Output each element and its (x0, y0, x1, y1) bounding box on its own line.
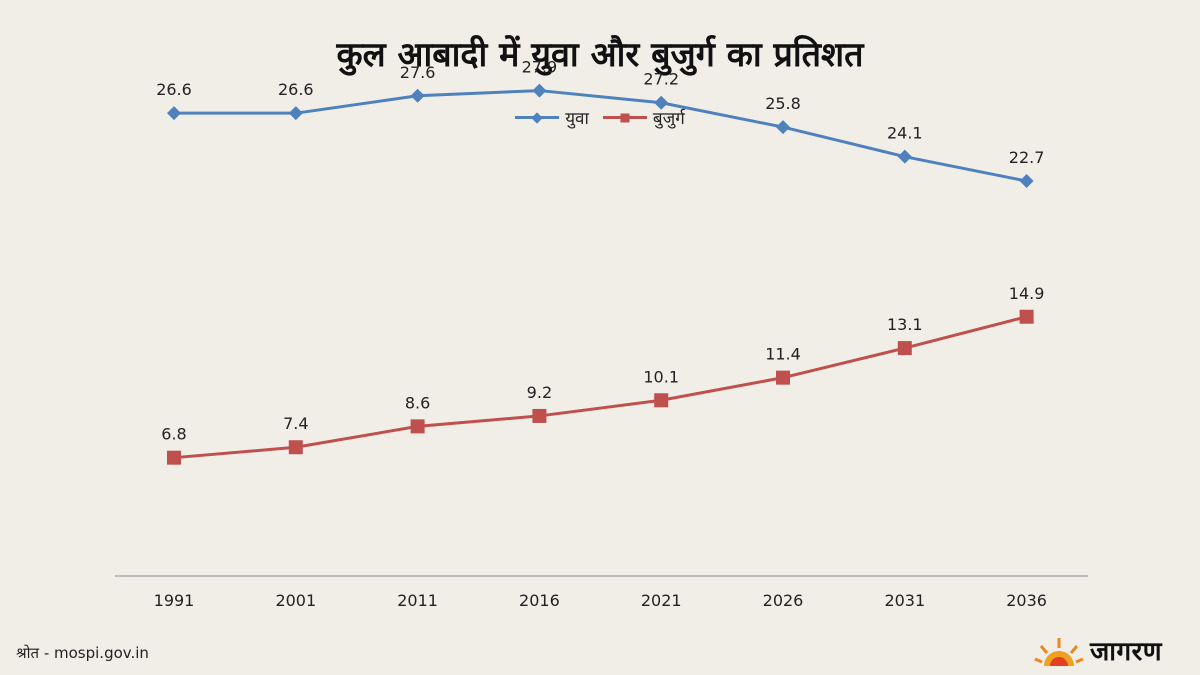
data-label: 26.6 (156, 80, 192, 99)
data-label: 11.4 (765, 345, 801, 364)
data-label: 14.9 (1009, 284, 1045, 303)
data-point-elderly (776, 370, 790, 385)
data-point-elderly (410, 419, 425, 434)
data-point-youth (897, 149, 912, 164)
data-label: 7.4 (283, 414, 308, 433)
data-label: 24.1 (887, 124, 923, 143)
data-label: 8.6 (405, 393, 430, 412)
data-point-elderly (654, 393, 669, 408)
data-point-elderly (1019, 309, 1034, 324)
data-label: 25.8 (765, 94, 801, 113)
data-label: 27.6 (400, 63, 436, 82)
data-point-elderly (167, 450, 181, 465)
sun-logo-icon (1034, 638, 1084, 666)
data-point-youth (410, 88, 425, 103)
legend-youth-label: युवा (565, 109, 589, 129)
series-line-elderly (173, 315, 1027, 460)
x-tick-label: 1991 (154, 591, 195, 610)
data-point-youth (776, 120, 790, 135)
data-label: 13.1 (887, 315, 923, 334)
data-point-youth (1019, 174, 1034, 189)
data-point-youth (288, 106, 303, 121)
x-tick-label: 2011 (397, 591, 438, 610)
data-label: 10.1 (643, 367, 679, 386)
data-label: 9.2 (527, 383, 552, 402)
x-tick-label: 2031 (884, 591, 925, 610)
legend-elderly-swatch (602, 113, 647, 122)
legend-youth-swatch (515, 111, 560, 124)
brand-logo: जागरण (1034, 632, 1162, 668)
legend-elderly-label: बुजुर्ग (652, 109, 685, 129)
data-label: 26.6 (278, 80, 314, 99)
data-point-youth (654, 95, 669, 110)
data-point-youth (167, 106, 181, 121)
x-tick-label: 2016 (519, 591, 560, 610)
data-label: 27.2 (643, 70, 679, 89)
data-point-elderly (288, 440, 303, 455)
x-tick-label: 2036 (1006, 591, 1047, 610)
source-note: श्रोत - mospi.gov.in (16, 644, 149, 662)
series-line-youth (174, 89, 1027, 183)
brand-name: जागरण (1090, 637, 1163, 667)
legend: युवा बुजुर्ग (0, 106, 1200, 129)
data-point-youth (532, 83, 547, 98)
chart-title: कुल आबादी में युवा और बुजुर्ग का प्रतिशत (336, 35, 864, 75)
x-tick-label: 2001 (275, 591, 316, 610)
data-label: 6.8 (161, 425, 186, 444)
data-point-elderly (897, 341, 912, 356)
data-label: 27.9 (522, 58, 558, 77)
x-tick-label: 2026 (763, 591, 804, 610)
data-label: 22.7 (1009, 148, 1045, 167)
data-point-elderly (532, 408, 547, 423)
legend-item-youth: युवा (515, 106, 589, 129)
x-tick-label: 2021 (641, 591, 682, 610)
legend-item-elderly: बुजुर्ग (602, 106, 685, 129)
